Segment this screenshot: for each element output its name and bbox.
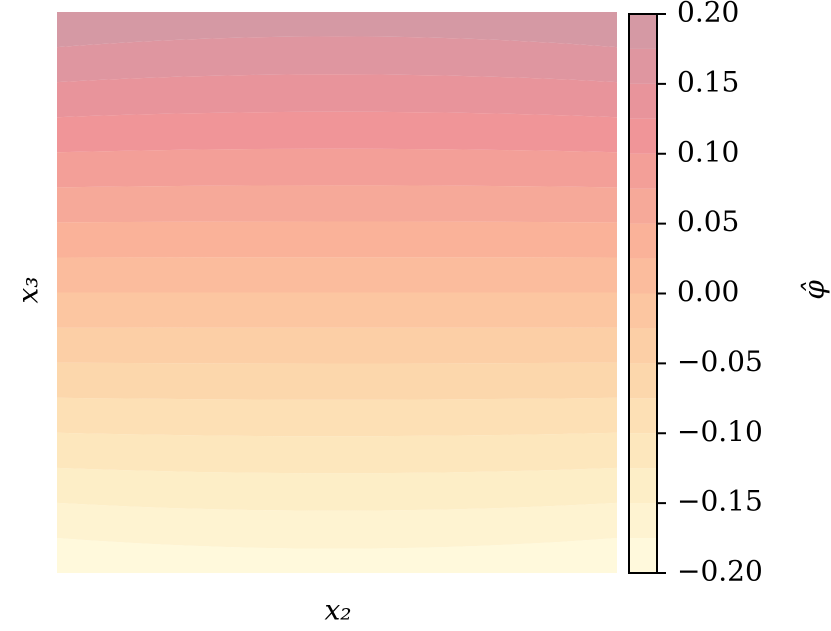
- colorbar-band: [629, 188, 657, 224]
- contour-band: [57, 111, 617, 153]
- colorbar-tick-label: 0.15: [677, 65, 739, 98]
- plot-area: [57, 12, 617, 573]
- contour-band: [57, 292, 617, 328]
- colorbar-band: [629, 223, 657, 259]
- colorbar-band: [629, 48, 657, 84]
- colorbar-band: [629, 433, 657, 469]
- colorbar-band: [629, 538, 657, 573]
- contour-band: [57, 362, 617, 400]
- colorbar-tick-label: 0.20: [677, 0, 739, 29]
- contour-band: [57, 257, 617, 293]
- colorbar-tick-label: −0.15: [677, 485, 763, 518]
- contour-band: [57, 221, 617, 258]
- colorbar-tick-label: 0.00: [677, 275, 739, 308]
- x-axis-label: x₂: [324, 594, 351, 627]
- colorbar-band: [629, 83, 657, 119]
- colorbar-tick-label: −0.10: [677, 415, 763, 448]
- colorbar-tick-label: −0.05: [677, 345, 763, 378]
- colorbar-band: [629, 398, 657, 434]
- contour-band: [57, 12, 617, 48]
- colorbar-label: φ̂: [798, 280, 831, 300]
- colorbar-band: [629, 118, 657, 154]
- contour-band: [57, 537, 617, 573]
- colorbar: [629, 14, 657, 573]
- contour-band: [57, 74, 617, 118]
- colorbar-band: [629, 503, 657, 539]
- colorbar-band: [629, 468, 657, 504]
- colorbar-tick-label: 0.05: [677, 205, 739, 238]
- contour-band: [57, 467, 617, 511]
- contour-band: [57, 148, 617, 188]
- colorbar-band: [629, 328, 657, 364]
- colorbar-band: [629, 363, 657, 399]
- contour-band: [57, 185, 617, 223]
- contour-band: [57, 327, 617, 364]
- colorbar-tick-label: 0.10: [677, 135, 739, 168]
- colorbar-band: [629, 14, 657, 49]
- contour-band: [57, 432, 617, 474]
- contour-band: [57, 36, 617, 83]
- y-axis-label: x₃: [12, 276, 45, 303]
- colorbar-band: [629, 293, 657, 329]
- colorbar-band: [629, 258, 657, 294]
- colorbar-tick-label: −0.20: [677, 555, 763, 588]
- contour-band: [57, 397, 617, 437]
- contour-band: [57, 502, 617, 549]
- colorbar-band: [629, 153, 657, 189]
